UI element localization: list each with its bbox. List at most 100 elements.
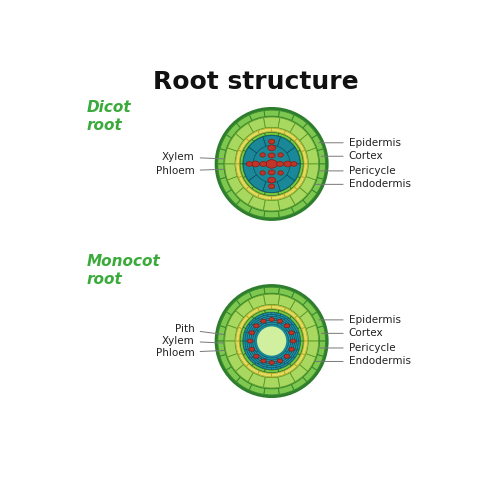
Polygon shape <box>278 133 291 141</box>
Polygon shape <box>312 312 324 328</box>
Polygon shape <box>290 300 308 318</box>
Polygon shape <box>300 176 316 194</box>
Polygon shape <box>272 312 280 316</box>
Polygon shape <box>292 341 296 350</box>
Ellipse shape <box>260 162 266 166</box>
Ellipse shape <box>278 153 283 157</box>
Polygon shape <box>246 308 260 318</box>
Polygon shape <box>280 357 289 364</box>
Polygon shape <box>238 176 249 190</box>
Ellipse shape <box>268 177 276 183</box>
Polygon shape <box>240 150 246 164</box>
Polygon shape <box>300 134 316 152</box>
Polygon shape <box>264 388 280 395</box>
Polygon shape <box>264 294 280 305</box>
Polygon shape <box>248 196 266 210</box>
Polygon shape <box>288 318 294 326</box>
Polygon shape <box>276 362 285 367</box>
Text: Xylem: Xylem <box>162 336 246 346</box>
Polygon shape <box>312 354 324 370</box>
Polygon shape <box>286 341 290 352</box>
Ellipse shape <box>290 339 296 343</box>
Polygon shape <box>226 300 240 315</box>
Polygon shape <box>276 315 285 320</box>
Polygon shape <box>236 328 242 341</box>
Polygon shape <box>254 318 263 325</box>
Polygon shape <box>243 316 254 328</box>
Polygon shape <box>286 164 300 180</box>
Polygon shape <box>318 149 326 164</box>
Polygon shape <box>272 128 285 134</box>
Polygon shape <box>246 364 260 374</box>
Polygon shape <box>238 138 249 151</box>
Polygon shape <box>278 137 294 153</box>
Polygon shape <box>306 325 318 341</box>
Polygon shape <box>318 164 326 179</box>
Polygon shape <box>272 371 285 377</box>
Polygon shape <box>290 350 296 358</box>
Polygon shape <box>264 377 280 388</box>
Polygon shape <box>292 115 307 128</box>
Polygon shape <box>284 350 292 359</box>
Polygon shape <box>264 117 280 128</box>
Polygon shape <box>295 332 298 341</box>
Polygon shape <box>294 354 304 366</box>
Ellipse shape <box>246 162 252 166</box>
Polygon shape <box>300 354 316 371</box>
Polygon shape <box>263 312 272 316</box>
Polygon shape <box>278 110 294 120</box>
Ellipse shape <box>289 331 294 334</box>
Circle shape <box>243 136 300 192</box>
Ellipse shape <box>268 184 274 188</box>
Polygon shape <box>236 292 252 305</box>
Polygon shape <box>290 354 300 366</box>
Polygon shape <box>300 311 316 328</box>
Polygon shape <box>220 312 232 328</box>
Ellipse shape <box>266 160 278 168</box>
Polygon shape <box>278 384 294 394</box>
Polygon shape <box>288 356 294 364</box>
Polygon shape <box>250 384 265 394</box>
Ellipse shape <box>254 354 259 358</box>
Polygon shape <box>264 310 278 313</box>
Polygon shape <box>248 356 256 364</box>
Polygon shape <box>236 364 254 382</box>
Polygon shape <box>238 316 249 328</box>
Polygon shape <box>252 357 260 364</box>
Polygon shape <box>290 331 294 341</box>
Text: Epidermis: Epidermis <box>318 138 400 148</box>
Polygon shape <box>218 326 226 341</box>
Polygon shape <box>240 328 246 341</box>
Polygon shape <box>248 137 266 153</box>
Polygon shape <box>249 331 253 341</box>
Polygon shape <box>258 315 268 320</box>
Polygon shape <box>218 341 226 356</box>
Ellipse shape <box>269 318 274 322</box>
Polygon shape <box>244 324 250 333</box>
Polygon shape <box>244 350 250 358</box>
Text: Root structure: Root structure <box>154 70 359 94</box>
Polygon shape <box>278 196 295 210</box>
Polygon shape <box>228 134 244 152</box>
Polygon shape <box>266 322 278 325</box>
Polygon shape <box>290 324 296 332</box>
Polygon shape <box>263 136 280 146</box>
Polygon shape <box>238 354 249 366</box>
Polygon shape <box>292 332 296 341</box>
Polygon shape <box>224 325 237 341</box>
Ellipse shape <box>260 153 266 157</box>
Polygon shape <box>272 305 285 311</box>
Polygon shape <box>258 194 272 200</box>
Polygon shape <box>246 324 253 332</box>
Polygon shape <box>277 323 287 331</box>
Polygon shape <box>243 354 254 366</box>
Polygon shape <box>258 358 267 363</box>
Polygon shape <box>292 200 307 213</box>
Polygon shape <box>284 308 297 318</box>
Polygon shape <box>249 350 256 358</box>
Polygon shape <box>278 208 294 218</box>
Polygon shape <box>258 305 272 311</box>
Polygon shape <box>290 140 300 151</box>
Polygon shape <box>312 178 324 193</box>
Polygon shape <box>278 186 291 194</box>
